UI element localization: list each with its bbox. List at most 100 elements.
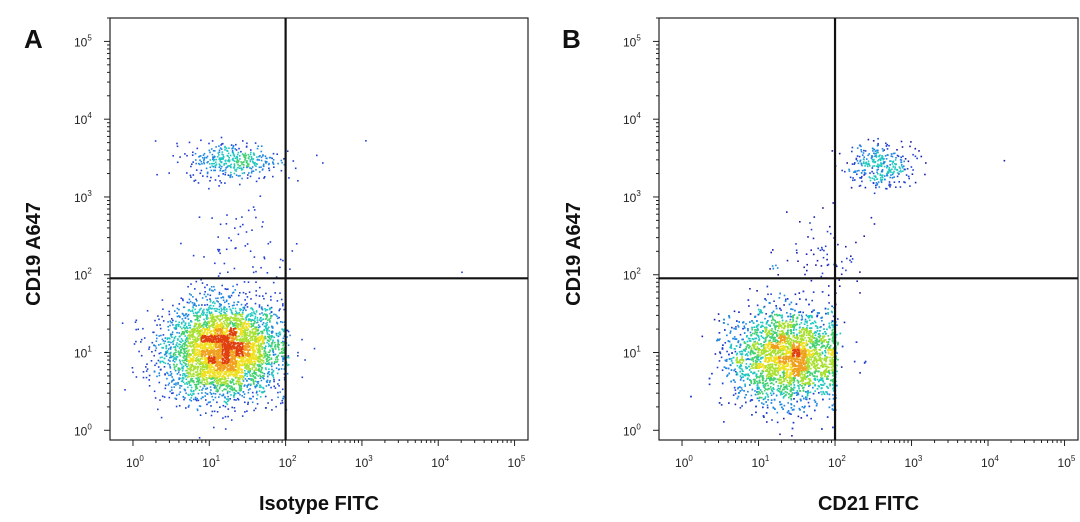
event-point — [175, 384, 177, 386]
event-point — [247, 163, 249, 165]
event-point — [191, 342, 193, 345]
event-point — [154, 345, 157, 347]
event-point — [233, 313, 235, 316]
event-point — [224, 351, 226, 353]
event-point — [158, 318, 160, 321]
event-point — [210, 311, 213, 314]
event-point — [209, 298, 211, 300]
event-point — [170, 374, 172, 377]
event-point — [221, 318, 223, 320]
event-point — [229, 316, 232, 318]
event-point — [160, 334, 162, 337]
event-point — [257, 375, 260, 377]
event-point — [193, 368, 195, 370]
event-point — [154, 349, 157, 352]
event-point — [269, 380, 271, 382]
event-point — [242, 372, 244, 374]
event-point — [246, 359, 249, 361]
event-point — [252, 381, 255, 383]
event-point — [275, 356, 277, 359]
event-point — [269, 321, 271, 323]
event-point — [741, 405, 743, 407]
event-point — [258, 332, 261, 334]
event-point — [208, 324, 210, 327]
event-point — [208, 345, 210, 347]
event-point — [165, 352, 168, 354]
event-point — [215, 324, 217, 327]
event-point — [838, 279, 840, 281]
event-point — [257, 343, 260, 345]
event-point — [189, 372, 192, 374]
event-point — [832, 426, 834, 429]
event-point — [246, 142, 248, 145]
event-point — [223, 338, 226, 340]
event-point — [195, 280, 198, 283]
event-point — [259, 375, 262, 378]
event-point — [221, 353, 224, 355]
event-point — [191, 341, 194, 344]
event-point — [255, 367, 257, 370]
event-point — [255, 374, 258, 376]
event-point — [215, 387, 217, 390]
event-point — [277, 396, 279, 399]
event-point — [231, 304, 234, 307]
event-point — [267, 304, 269, 307]
event-point — [211, 349, 214, 352]
event-point — [254, 376, 256, 378]
event-point — [220, 358, 222, 360]
event-point — [224, 377, 226, 379]
event-point — [246, 368, 248, 370]
event-point — [251, 352, 253, 355]
event-point — [276, 344, 279, 346]
event-point — [243, 330, 246, 333]
event-point — [195, 358, 197, 360]
event-point — [249, 319, 252, 321]
event-point — [711, 372, 713, 375]
event-point — [201, 335, 204, 337]
event-point — [167, 329, 170, 331]
event-point — [850, 255, 852, 257]
event-point — [819, 249, 822, 252]
event-point — [199, 314, 202, 317]
event-point — [265, 317, 268, 320]
event-point — [198, 324, 200, 326]
event-point — [211, 362, 214, 364]
event-point — [183, 388, 186, 391]
event-point — [204, 375, 207, 377]
event-point — [227, 160, 229, 162]
event-point — [234, 315, 236, 317]
event-point — [250, 149, 252, 151]
event-point — [803, 266, 805, 269]
event-point — [232, 342, 235, 345]
event-point — [202, 374, 205, 376]
event-point — [221, 351, 224, 354]
event-point — [199, 338, 202, 341]
event-point — [248, 349, 251, 351]
event-point — [806, 269, 808, 272]
event-point — [269, 349, 272, 352]
event-point — [218, 151, 221, 153]
event-point — [252, 319, 255, 322]
event-point — [240, 359, 243, 362]
event-point — [201, 379, 203, 381]
event-point — [186, 372, 189, 374]
event-point — [174, 354, 177, 356]
event-point — [226, 363, 229, 366]
event-point — [795, 249, 798, 252]
event-point — [252, 360, 255, 363]
event-point — [245, 343, 247, 345]
event-point — [200, 307, 202, 310]
event-point — [239, 360, 241, 362]
event-point — [248, 323, 250, 325]
event-point — [158, 374, 161, 377]
event-point — [211, 324, 214, 327]
event-point — [217, 315, 219, 317]
event-point — [179, 374, 182, 376]
event-point — [271, 345, 273, 347]
event-point — [239, 320, 242, 322]
event-point — [223, 372, 225, 375]
event-point — [279, 266, 281, 269]
event-point — [169, 366, 171, 368]
event-point — [249, 370, 251, 373]
event-point — [233, 393, 236, 395]
